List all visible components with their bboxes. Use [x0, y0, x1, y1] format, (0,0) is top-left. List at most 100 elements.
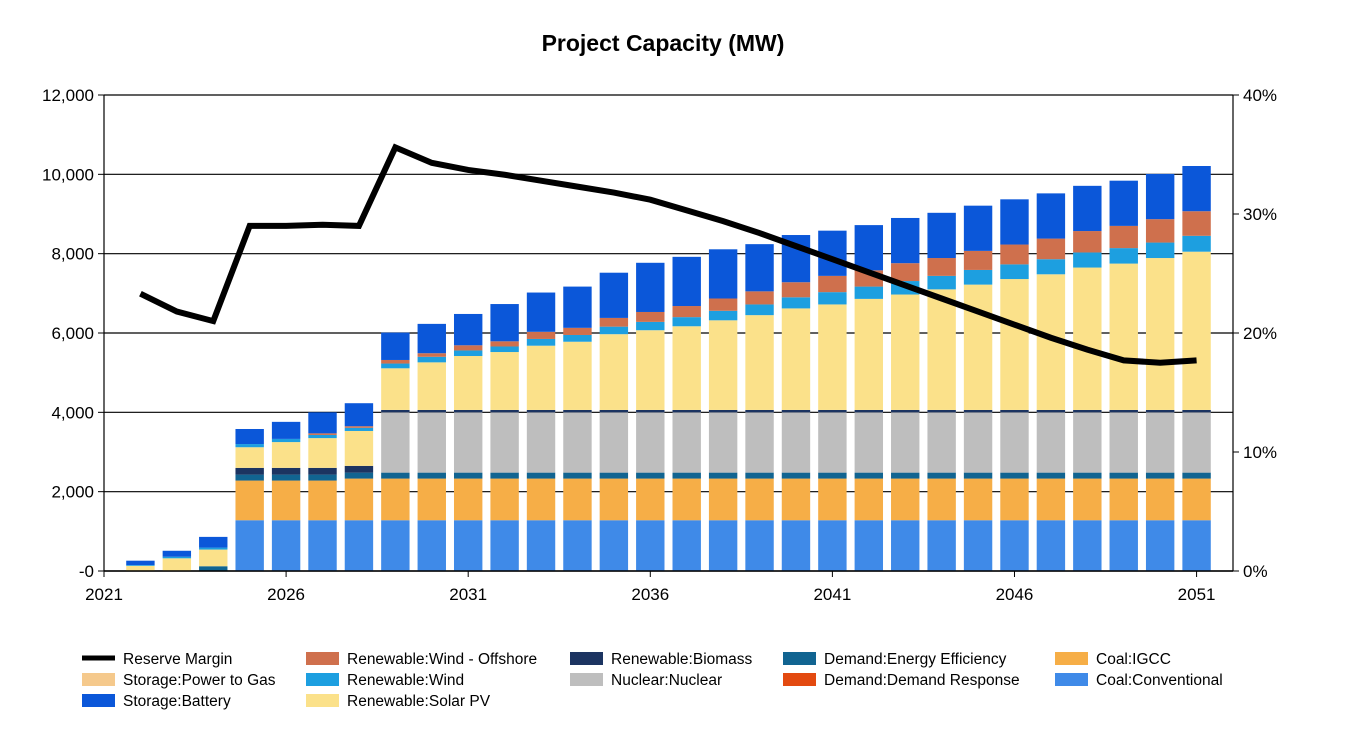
- bar-coal-conventional-2050: [1145, 520, 1175, 571]
- bar-renewable-solar-pv-2049: [1109, 263, 1138, 410]
- bar-storage-battery-2047: [1036, 193, 1066, 239]
- bar-renewable-biomass-2030: [417, 409, 446, 413]
- bar-coal-igcc-2041: [818, 478, 847, 521]
- bar-coal-conventional-2035: [599, 520, 629, 571]
- bar-renewable-wind-2041: [818, 292, 847, 305]
- bar-renewable-wind-2049: [1109, 248, 1138, 264]
- bar-storage-battery-2046: [1000, 199, 1029, 245]
- bar-renewable-wind-2033: [526, 338, 556, 346]
- bar-coal-igcc-2028: [344, 478, 374, 521]
- y-right-tick-label: 20%: [1243, 324, 1277, 343]
- bar-storage-battery-2043: [891, 217, 920, 264]
- bar-coal-igcc-2042: [854, 478, 884, 521]
- bar-renewable-wind-2038: [708, 310, 738, 321]
- bar-demand-energy-efficiency-2028: [344, 472, 374, 479]
- bar-renewable-solar-pv-2042: [854, 298, 884, 410]
- bar-demand-energy-efficiency-2047: [1036, 472, 1066, 479]
- bar-nuclear-nuclear-2044: [927, 412, 956, 473]
- reserve-margin-line: [139, 143, 1197, 366]
- bar-storage-battery-2042: [854, 225, 884, 271]
- bar-renewable-wind-offshore-2050: [1145, 219, 1175, 243]
- bar-renewable-wind-2047: [1036, 259, 1066, 275]
- bar-coal-conventional-2029: [381, 520, 410, 571]
- bar-nuclear-nuclear-2048: [1073, 412, 1102, 473]
- bar-renewable-solar-pv-2029: [381, 368, 410, 410]
- legend-label: Demand:Demand Response: [824, 672, 1020, 689]
- bar-renewable-wind-2050: [1145, 242, 1175, 259]
- bar-renewable-wind-offshore-2040: [781, 282, 811, 298]
- bar-coal-igcc-2031: [453, 478, 483, 521]
- bar-renewable-wind-2045: [963, 269, 993, 285]
- bar-coal-igcc-2043: [891, 478, 920, 521]
- bar-coal-conventional-2034: [563, 520, 592, 571]
- bar-coal-igcc-2047: [1036, 478, 1066, 521]
- bar-demand-energy-efficiency-2025: [235, 474, 264, 481]
- bar-demand-energy-efficiency-2041: [818, 472, 847, 479]
- bar-demand-energy-efficiency-2031: [453, 472, 483, 479]
- bar-renewable-solar-pv-2039: [745, 315, 774, 410]
- bar-demand-energy-efficiency-2029: [381, 472, 410, 479]
- bar-renewable-solar-pv-2025: [235, 447, 264, 468]
- x-tick-label: 2026: [267, 585, 305, 604]
- bar-nuclear-nuclear-2045: [963, 412, 993, 473]
- bar-renewable-wind-2027: [308, 434, 337, 439]
- bar-stacks: [126, 166, 1211, 571]
- bar-renewable-wind-offshore-2028: [344, 426, 374, 428]
- bar-renewable-wind-2025: [235, 444, 264, 448]
- bar-renewable-wind-offshore-2038: [708, 298, 738, 311]
- bar-storage-battery-2022: [126, 560, 155, 566]
- bar-renewable-solar-pv-2045: [963, 284, 993, 410]
- legend-swatch: [1055, 673, 1088, 686]
- bar-storage-battery-2037: [672, 256, 701, 307]
- bar-storage-battery-2025: [235, 428, 264, 445]
- bar-renewable-solar-pv-2036: [636, 330, 665, 410]
- legend-label: Nuclear:Nuclear: [611, 672, 722, 689]
- bar-renewable-biomass-2038: [708, 409, 738, 413]
- bar-coal-conventional-2045: [963, 520, 993, 571]
- bar-renewable-wind-offshore-2030: [417, 353, 446, 357]
- bar-renewable-wind-2035: [599, 326, 629, 335]
- bar-demand-energy-efficiency-2037: [672, 472, 701, 479]
- bar-renewable-solar-pv-2022: [126, 565, 155, 571]
- x-tick-label: 2031: [449, 585, 487, 604]
- bar-coal-igcc-2034: [563, 478, 592, 521]
- bar-demand-energy-efficiency-2040: [781, 472, 811, 479]
- bar-coal-igcc-2050: [1145, 478, 1175, 521]
- bar-storage-battery-2050: [1145, 173, 1175, 220]
- y-left-tick-label: 8,000: [51, 245, 94, 264]
- bar-renewable-biomass-2047: [1036, 409, 1066, 413]
- bar-renewable-wind-2039: [745, 304, 774, 316]
- bar-renewable-wind-offshore-2031: [453, 345, 483, 351]
- bar-coal-conventional-2041: [818, 520, 847, 571]
- bar-nuclear-nuclear-2030: [417, 412, 446, 473]
- bar-renewable-wind-2024: [199, 547, 228, 550]
- bar-renewable-wind-2048: [1073, 252, 1102, 268]
- bar-coal-conventional-2032: [490, 520, 519, 571]
- bar-nuclear-nuclear-2038: [708, 412, 738, 473]
- bar-renewable-wind-offshore-2032: [490, 341, 519, 347]
- x-tick-label: 2036: [631, 585, 669, 604]
- bar-renewable-wind-2042: [854, 286, 884, 299]
- bar-coal-igcc-2032: [490, 478, 519, 521]
- bar-nuclear-nuclear-2029: [381, 412, 410, 473]
- y-left-tick-label: 4,000: [51, 403, 94, 422]
- bar-renewable-biomass-2051: [1182, 409, 1211, 413]
- bar-demand-energy-efficiency-2049: [1109, 472, 1138, 479]
- bar-renewable-biomass-2042: [854, 409, 884, 413]
- bar-renewable-wind-offshore-2035: [599, 317, 629, 327]
- bar-renewable-wind-offshore-2029: [381, 359, 410, 364]
- bar-nuclear-nuclear-2041: [818, 412, 847, 473]
- bar-renewable-wind-2044: [927, 275, 956, 290]
- bar-renewable-solar-pv-2027: [308, 438, 337, 468]
- reserve-margin-series: [139, 143, 1197, 366]
- bar-renewable-solar-pv-2037: [672, 326, 701, 410]
- bar-storage-battery-2038: [708, 249, 738, 299]
- legend-label: Renewable:Biomass: [611, 651, 753, 668]
- bar-storage-battery-2031: [453, 313, 483, 346]
- legend-label: Storage:Power to Gas: [123, 672, 276, 689]
- bar-renewable-solar-pv-2043: [891, 294, 920, 410]
- bar-demand-energy-efficiency-2038: [708, 472, 738, 479]
- bar-renewable-solar-pv-2051: [1182, 251, 1211, 410]
- bar-coal-igcc-2026: [271, 480, 301, 521]
